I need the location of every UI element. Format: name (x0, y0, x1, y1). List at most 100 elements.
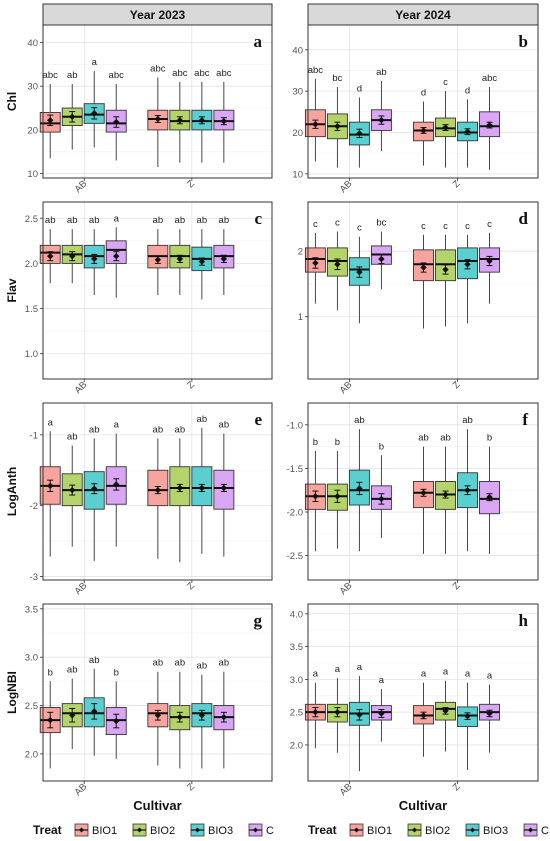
x-axis: AB Z (73, 379, 197, 396)
mean-point (312, 708, 319, 716)
mean-point (464, 712, 471, 720)
y-tick-label: 20 (27, 125, 38, 136)
significance-letter: ab (175, 658, 186, 669)
mean-point (220, 484, 228, 492)
significance-letter: b (335, 437, 340, 448)
box-Z-BIO3: d (457, 85, 478, 168)
facet-strip-1: Year 2024 (307, 3, 539, 26)
box-Z-BIO3: c (457, 221, 478, 324)
significance-letter: ab (67, 70, 78, 81)
mean-point (69, 113, 76, 120)
panel-border (307, 24, 539, 179)
y-tick-label: 40 (292, 45, 303, 56)
box-AB-C: abc (105, 70, 127, 161)
box-Z-BIO2: ab (169, 424, 191, 563)
mean-point (69, 712, 76, 719)
mean-point (464, 486, 471, 494)
box-AB-BIO1: b (304, 437, 326, 552)
significance-letter: b (313, 437, 318, 448)
significance-letter: a (487, 671, 493, 682)
legend-label: C (266, 825, 274, 837)
significance-letter: a (379, 675, 385, 686)
significance-letter: ab (175, 215, 186, 226)
y-tick-label: 1.0 (25, 349, 38, 360)
box-AB-C: bc (370, 218, 392, 290)
x-tick-label: AB (73, 379, 90, 396)
significance-letter: ab (354, 415, 365, 426)
significance-letter: ab (197, 661, 208, 672)
panel-label: g (254, 611, 263, 630)
y-tick-label: 1.5 (25, 304, 38, 315)
x-axis: AB Z (338, 580, 463, 597)
legend-entry-BIO2: BIO2 (407, 823, 450, 837)
legend-entry-BIO1: BIO1 (74, 823, 117, 837)
y-axis-title: LogAnth (5, 467, 19, 516)
box-AB-BIO1: c (304, 219, 326, 304)
panel-label: f (522, 410, 528, 429)
significance-letter: ab (67, 431, 78, 442)
y-tick-label: 2.0 (25, 749, 38, 760)
box-AB-BIO2: ab (61, 215, 83, 284)
legend-entry-BIO3: BIO3 (190, 823, 233, 837)
mean-point (486, 121, 493, 129)
mean-point (312, 121, 319, 128)
legend-key-point (528, 827, 533, 833)
legend-label: BIO1 (92, 825, 117, 837)
mean-point (486, 493, 493, 501)
box-AB-BIO3: d (348, 83, 370, 168)
mean-point (154, 115, 162, 123)
y-tick-label: 40 (27, 38, 38, 49)
x-tick-label: AB (338, 781, 355, 798)
significance-letter: abc (308, 65, 324, 76)
significance-letter: a (357, 662, 363, 673)
box-AB-BIO3: ab (83, 655, 105, 756)
box-Z-BIO1: d (413, 88, 434, 166)
significance-letter: c (421, 221, 426, 232)
mean-point (420, 264, 427, 271)
mean-point (91, 708, 98, 715)
y-tick-label: 20 (292, 128, 303, 139)
legend-label: BIO3 (208, 825, 233, 837)
legend-label: BIO2 (150, 825, 175, 837)
box-AB-BIO1: ab (39, 215, 61, 284)
y-tick-label: 10 (27, 169, 38, 180)
box-AB-BIO2: ab (61, 431, 83, 547)
box-Z-BIO2: ab (169, 658, 191, 769)
box-AB-BIO1: b (39, 667, 61, 769)
y-tick-label: -2.5 (287, 551, 303, 562)
legend-label: BIO1 (367, 825, 392, 837)
x-tick-label: Z (185, 379, 197, 391)
mean-point (176, 255, 184, 263)
y-tick-label: 1 (298, 312, 303, 323)
box-Z-C: ab (213, 658, 235, 769)
box-Z-C: abc (213, 68, 235, 163)
y-tick-label: 2 (298, 247, 303, 258)
box-AB-BIO2: b (326, 437, 348, 549)
mean-point (356, 130, 363, 137)
x-axis: AB Z (338, 178, 463, 195)
significance-letter: c (335, 218, 340, 229)
panel-border (42, 24, 273, 179)
legend-label: BIO3 (483, 825, 508, 837)
y-tick-label: -2 (30, 501, 38, 512)
mean-point (198, 712, 206, 719)
panel-background (308, 202, 538, 379)
box-Z-BIO2: ab (435, 433, 456, 554)
significance-letter: abc (150, 63, 166, 74)
y-tick-label: 4.0 (290, 609, 303, 620)
box-AB-C: b (370, 441, 392, 539)
mean-point (47, 252, 54, 260)
mean-point (113, 118, 120, 126)
mean-point (464, 261, 471, 268)
box-Z-BIO3: ab (191, 215, 213, 300)
significance-letter: ab (440, 433, 451, 444)
y-axis: -3 -2 -1 (30, 430, 43, 583)
facet-strip-label: Year 2023 (130, 8, 186, 22)
mean-point (334, 493, 341, 500)
significance-letter: ab (175, 424, 186, 435)
y-axis: -2.5 -2.0 -1.5 -1.0 (287, 420, 308, 562)
mean-point (442, 707, 449, 715)
box-Z-C: c (479, 219, 500, 304)
